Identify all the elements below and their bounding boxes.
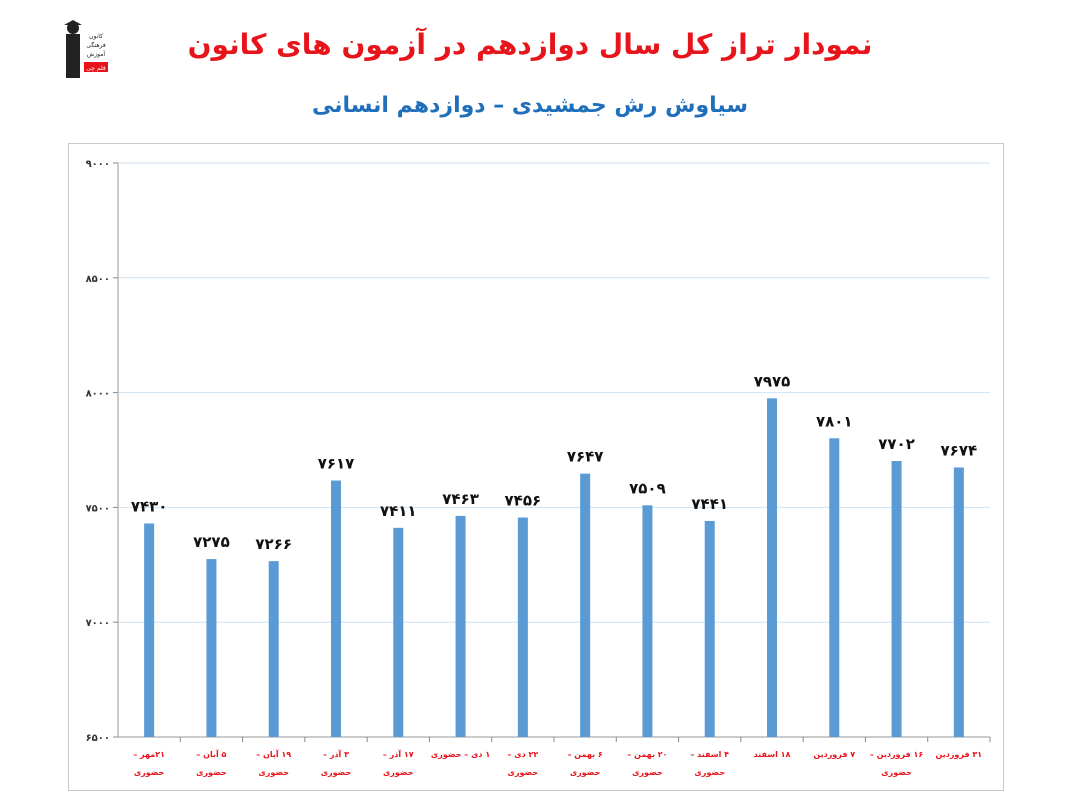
data-label: ۷۴۳۰	[131, 497, 168, 515]
bar	[517, 517, 528, 737]
bar	[953, 467, 964, 737]
x-tick-label: ۱۶ فروردین –	[870, 750, 924, 759]
x-tick-label: حضوری	[258, 768, 289, 777]
bar	[206, 559, 217, 737]
logo-red-band	[84, 62, 108, 72]
bar	[580, 473, 591, 737]
y-tick-label: ۷۰۰۰	[86, 618, 110, 629]
bar	[829, 438, 840, 737]
kanoon-logo: کانون فرهنگی آموزش قلم چی	[62, 20, 110, 82]
logo-text-3: آموزش	[87, 49, 106, 58]
data-label: ۷۴۵۶	[505, 492, 542, 510]
x-tick-label: حضوری	[383, 768, 414, 777]
y-tick-label: ۸۰۰۰	[86, 389, 110, 400]
x-tick-label: حضوری	[196, 768, 227, 777]
x-tick-label: ۲۲ دی –	[507, 750, 538, 759]
x-tick-label: حضوری	[508, 768, 539, 777]
logo-text-4: قلم چی	[86, 65, 106, 72]
x-tick-label: ۲۰ بهمن –	[627, 750, 667, 759]
x-tick-label: حضوری	[134, 768, 165, 777]
bar	[268, 561, 279, 737]
data-label: ۷۴۶۳	[442, 490, 479, 508]
data-label: ۷۶۱۷	[318, 455, 355, 473]
x-tick-label: ۳۱ فروردین	[936, 750, 983, 759]
x-tick-label: حضوری	[570, 768, 601, 777]
data-label: ۷۹۷۵	[754, 372, 791, 390]
chart-area	[68, 143, 1004, 791]
data-label: ۷۵۰۹	[629, 479, 666, 497]
x-tick-label: حضوری	[694, 768, 725, 777]
x-tick-label: حضوری	[321, 768, 352, 777]
bar	[767, 398, 777, 737]
logo-text-1: کانون	[89, 33, 103, 40]
data-label: ۷۸۰۱	[816, 412, 853, 430]
x-tick-label: ۱۹ آبان –	[256, 749, 291, 759]
page-title: نمودار تراز کل سال دوازدهم در آزمون های …	[187, 28, 873, 61]
x-tick-label: ۴ اسفند –	[690, 750, 729, 759]
data-label: ۷۶۴۷	[567, 448, 604, 466]
bar	[704, 520, 715, 737]
x-tick-label: ۶ بهمن –	[567, 750, 602, 759]
x-tick-label: ۱۸ اسفند	[754, 750, 791, 759]
x-tick-label: ۳ آذر –	[323, 749, 349, 759]
y-tick-label: ۷۵۰۰	[86, 503, 110, 514]
y-tick-label: ۹۰۰۰	[86, 159, 110, 170]
bar	[642, 505, 653, 737]
x-tick-label: ۱۷ آذر –	[383, 749, 414, 759]
data-label: ۷۲۶۶	[255, 535, 292, 553]
bar	[891, 461, 902, 737]
y-tick-label: ۶۵۰۰	[86, 733, 110, 744]
data-label: ۷۲۷۵	[193, 533, 230, 551]
bar	[144, 523, 155, 737]
x-tick-label: ۷ فروردین	[813, 750, 855, 759]
x-tick-label: ۵ آبان –	[196, 749, 226, 759]
x-tick-label: حضوری	[632, 768, 663, 777]
logo-figure-body	[66, 34, 80, 78]
bar	[393, 527, 404, 737]
data-label: ۷۴۱۱	[380, 502, 417, 520]
bar	[331, 480, 341, 737]
x-tick-label: ۲۱مهر –	[133, 750, 165, 759]
page-subtitle: سیاوش رش جمشیدی – دوازدهم انسانی	[311, 93, 748, 118]
logo-text-2: فرهنگی	[86, 41, 106, 49]
x-tick-label: ۱ دی – حضوری	[431, 750, 490, 759]
data-label: ۷۷۰۲	[878, 435, 915, 453]
data-label: ۷۶۷۴	[941, 441, 978, 459]
bar	[455, 515, 466, 737]
x-tick-label: حضوری	[881, 768, 912, 777]
y-tick-label: ۸۵۰۰	[86, 274, 110, 285]
data-label: ۷۴۴۱	[691, 495, 728, 513]
logo-cap	[64, 20, 82, 25]
